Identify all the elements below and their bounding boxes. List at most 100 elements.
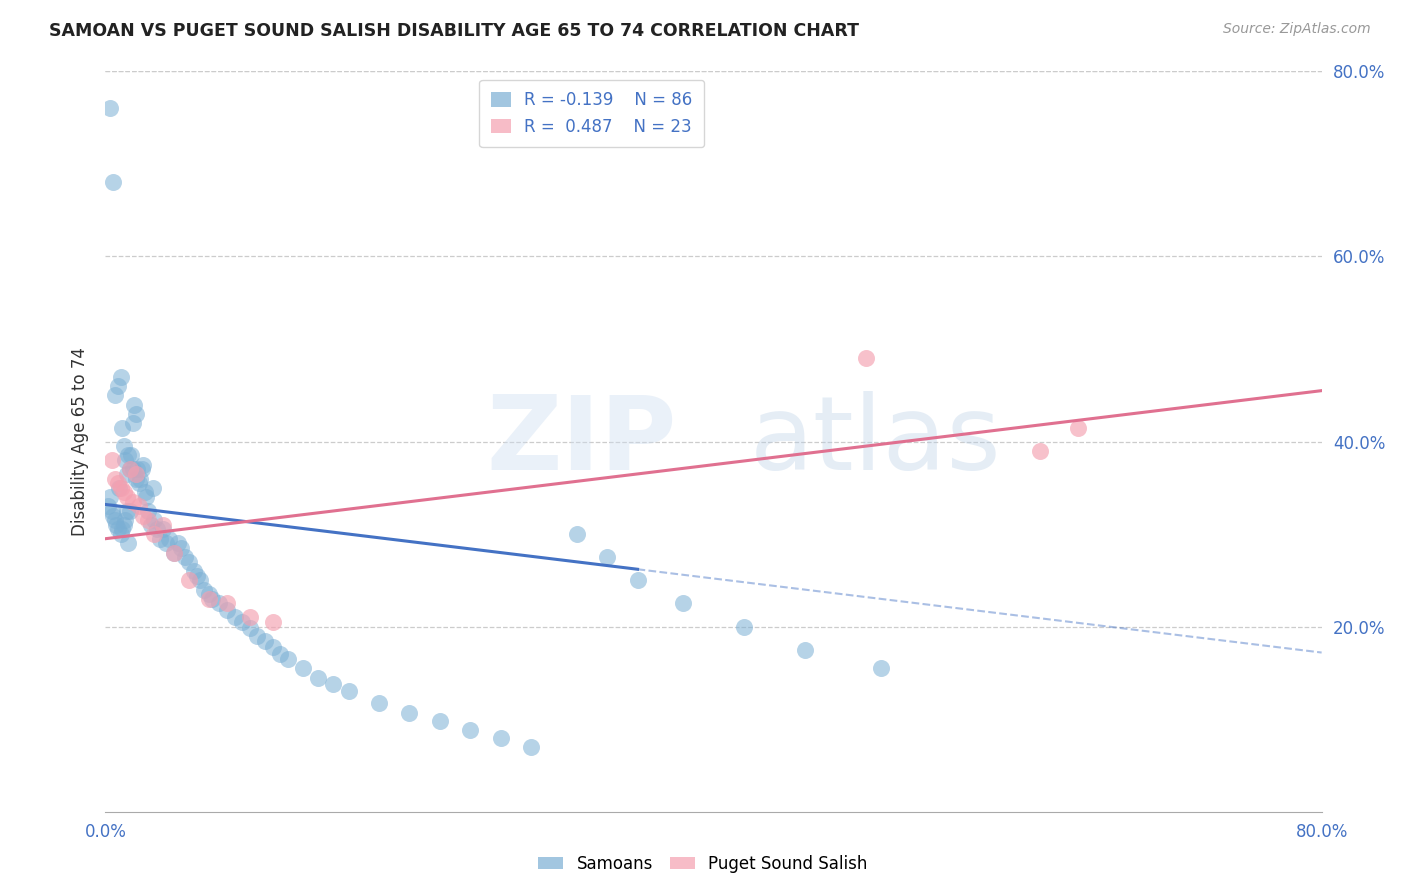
- Point: [125, 407, 148, 421]
- Point: [322, 677, 344, 691]
- Point: [121, 494, 143, 508]
- Point: [139, 517, 162, 532]
- Point: [239, 622, 262, 636]
- Point: [131, 462, 153, 476]
- Point: [167, 536, 190, 550]
- Point: [489, 731, 512, 745]
- Point: [112, 485, 135, 500]
- Point: [177, 574, 200, 588]
- Point: [793, 642, 815, 657]
- Point: [103, 471, 125, 485]
- Point: [152, 517, 174, 532]
- Point: [269, 648, 291, 662]
- Point: [1029, 443, 1052, 458]
- Point: [173, 550, 195, 565]
- Point: [115, 467, 138, 481]
- Point: [1067, 420, 1090, 434]
- Point: [117, 449, 139, 463]
- Point: [134, 485, 156, 500]
- Y-axis label: Disability Age 65 to 74: Disability Age 65 to 74: [72, 347, 90, 536]
- Point: [208, 597, 231, 611]
- Point: [157, 532, 180, 546]
- Point: [117, 536, 139, 550]
- Point: [672, 597, 695, 611]
- Point: [121, 416, 143, 430]
- Point: [103, 388, 125, 402]
- Point: [124, 397, 146, 411]
- Point: [188, 574, 211, 588]
- Point: [125, 471, 148, 485]
- Point: [112, 517, 135, 532]
- Point: [115, 490, 138, 504]
- Point: [110, 369, 132, 384]
- Point: [596, 550, 619, 565]
- Legend: R = -0.139    N = 86, R =  0.487    N = 23: R = -0.139 N = 86, R = 0.487 N = 23: [479, 79, 704, 147]
- Point: [112, 439, 135, 453]
- Text: ZIP: ZIP: [486, 391, 678, 492]
- Point: [292, 661, 315, 675]
- Point: [193, 582, 215, 597]
- Point: [107, 476, 129, 491]
- Point: [149, 532, 172, 546]
- Point: [201, 591, 224, 606]
- Point: [115, 504, 138, 518]
- Text: Source: ZipAtlas.com: Source: ZipAtlas.com: [1223, 22, 1371, 37]
- Point: [565, 527, 588, 541]
- Point: [121, 462, 143, 476]
- Point: [262, 615, 284, 629]
- Point: [231, 615, 253, 629]
- Point: [103, 513, 125, 527]
- Point: [114, 453, 136, 467]
- Point: [626, 574, 648, 588]
- Point: [101, 175, 124, 190]
- Point: [170, 541, 193, 555]
- Point: [120, 449, 142, 463]
- Point: [101, 508, 124, 523]
- Point: [118, 462, 141, 476]
- Point: [224, 610, 246, 624]
- Point: [100, 453, 122, 467]
- Point: [132, 458, 155, 472]
- Point: [254, 633, 277, 648]
- Point: [129, 471, 152, 485]
- Point: [155, 536, 177, 550]
- Point: [186, 568, 208, 582]
- Point: [98, 490, 121, 504]
- Point: [100, 504, 122, 518]
- Point: [198, 591, 221, 606]
- Point: [132, 508, 155, 523]
- Point: [398, 706, 420, 720]
- Point: [114, 513, 136, 527]
- Point: [855, 351, 877, 366]
- Point: [183, 564, 205, 578]
- Point: [368, 696, 391, 710]
- Point: [277, 652, 299, 666]
- Point: [107, 523, 129, 537]
- Point: [128, 500, 150, 514]
- Point: [118, 462, 141, 476]
- Point: [152, 523, 174, 537]
- Point: [246, 629, 269, 643]
- Point: [125, 467, 148, 481]
- Point: [217, 597, 239, 611]
- Point: [198, 587, 221, 601]
- Point: [307, 671, 329, 685]
- Point: [163, 545, 186, 560]
- Point: [733, 619, 755, 633]
- Point: [217, 603, 239, 617]
- Point: [143, 513, 166, 527]
- Point: [163, 545, 186, 560]
- Point: [118, 504, 141, 518]
- Point: [142, 481, 165, 495]
- Legend: Samoans, Puget Sound Salish: Samoans, Puget Sound Salish: [531, 848, 875, 880]
- Point: [107, 379, 129, 393]
- Point: [458, 723, 481, 738]
- Text: atlas: atlas: [749, 391, 1002, 492]
- Point: [108, 481, 131, 495]
- Point: [262, 640, 284, 654]
- Point: [110, 481, 132, 495]
- Point: [111, 420, 134, 434]
- Point: [143, 527, 166, 541]
- Text: SAMOAN VS PUGET SOUND SALISH DISABILITY AGE 65 TO 74 CORRELATION CHART: SAMOAN VS PUGET SOUND SALISH DISABILITY …: [49, 22, 859, 40]
- Point: [135, 490, 157, 504]
